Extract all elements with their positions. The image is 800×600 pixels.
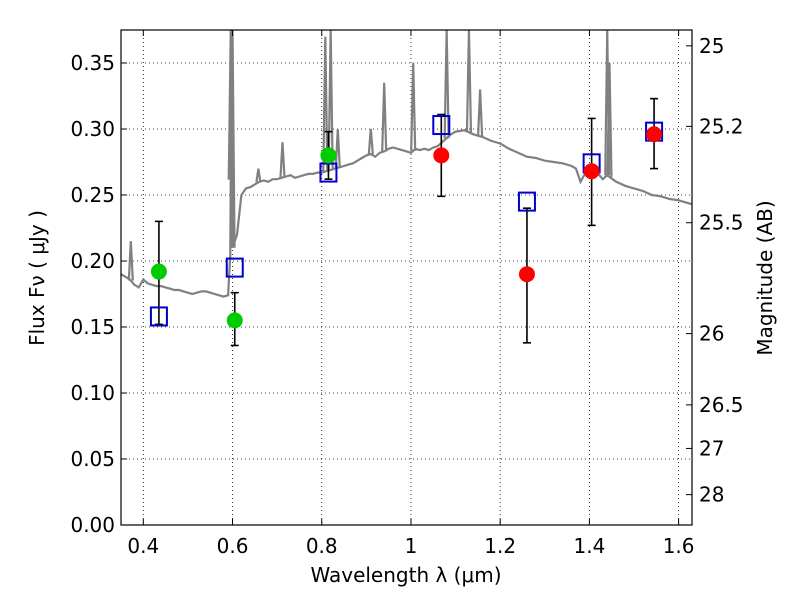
emission-line: [465, 30, 473, 133]
x-tick-label: 0.4: [127, 534, 159, 558]
model-point: [225, 257, 244, 278]
model-point: [432, 115, 451, 136]
x-tick-label: 0.8: [306, 534, 338, 558]
y-tick-label: 0.25: [70, 183, 115, 207]
y2-tick-label: 26.5: [699, 393, 744, 417]
emission-line: [410, 62, 417, 151]
x-axis: 0.4 0.6 0.8 1 1.2 1.4 1.6: [127, 30, 695, 558]
x-tick-label: 1.2: [484, 534, 516, 558]
y2-axis: 25 25.2 25.5 26 26.5 27 28: [686, 34, 744, 507]
observed-point: [583, 163, 600, 180]
emission-line: [327, 30, 334, 170]
emission-line: [322, 36, 329, 172]
emission-line: [367, 128, 374, 155]
observed-point: [150, 263, 167, 280]
emission-line: [606, 62, 613, 177]
y-tick-label: 0.05: [70, 447, 115, 471]
y2-tick-label: 25.2: [699, 114, 744, 138]
observed-point: [433, 147, 450, 164]
model-point: [319, 162, 338, 183]
x-tick-label: 0.6: [217, 534, 249, 558]
x-tick-label: 1.6: [663, 534, 695, 558]
y-tick-label: 0.10: [70, 381, 115, 405]
y-axis-label: Flux Fν ( μJy ): [25, 210, 49, 346]
observed-point: [518, 266, 535, 283]
y2-tick-label: 25: [699, 34, 724, 58]
emission-line: [279, 142, 286, 178]
emission-line: [334, 128, 341, 168]
y2-axis-label: Magnitude (AB): [753, 200, 777, 355]
model-point: [517, 191, 536, 212]
x-tick-label: 1: [405, 534, 418, 558]
emission-line: [229, 30, 236, 248]
emission-line: [381, 82, 388, 152]
y-tick-label: 0.00: [70, 513, 115, 537]
y-tick-label: 0.35: [70, 51, 115, 75]
emission-line: [477, 89, 484, 137]
y-tick-label: 0.20: [70, 249, 115, 273]
y2-tick-label: 25.5: [699, 211, 744, 235]
y-tick-label: 0.15: [70, 315, 115, 339]
y2-tick-label: 27: [699, 436, 724, 460]
y2-tick-label: 28: [699, 483, 724, 507]
observed-point: [646, 126, 663, 143]
observed-point: [320, 147, 337, 164]
observed-point: [226, 312, 243, 329]
model-point: [149, 306, 168, 327]
emission-line: [255, 168, 262, 183]
emission-line: [127, 241, 134, 281]
grid: [121, 30, 692, 525]
x-tick-label: 1.4: [573, 534, 605, 558]
y-axis: 0.00 0.05 0.10 0.15 0.20 0.25 0.30 0.35: [70, 51, 127, 537]
x-axis-label: Wavelength λ (μm): [310, 563, 501, 587]
axes-frame: [120, 29, 693, 526]
y2-tick-label: 26: [699, 322, 724, 346]
spectrum-line: [121, 30, 692, 298]
plot-area: [121, 30, 692, 347]
y-tick-label: 0.30: [70, 117, 115, 141]
emission-line: [443, 30, 450, 139]
